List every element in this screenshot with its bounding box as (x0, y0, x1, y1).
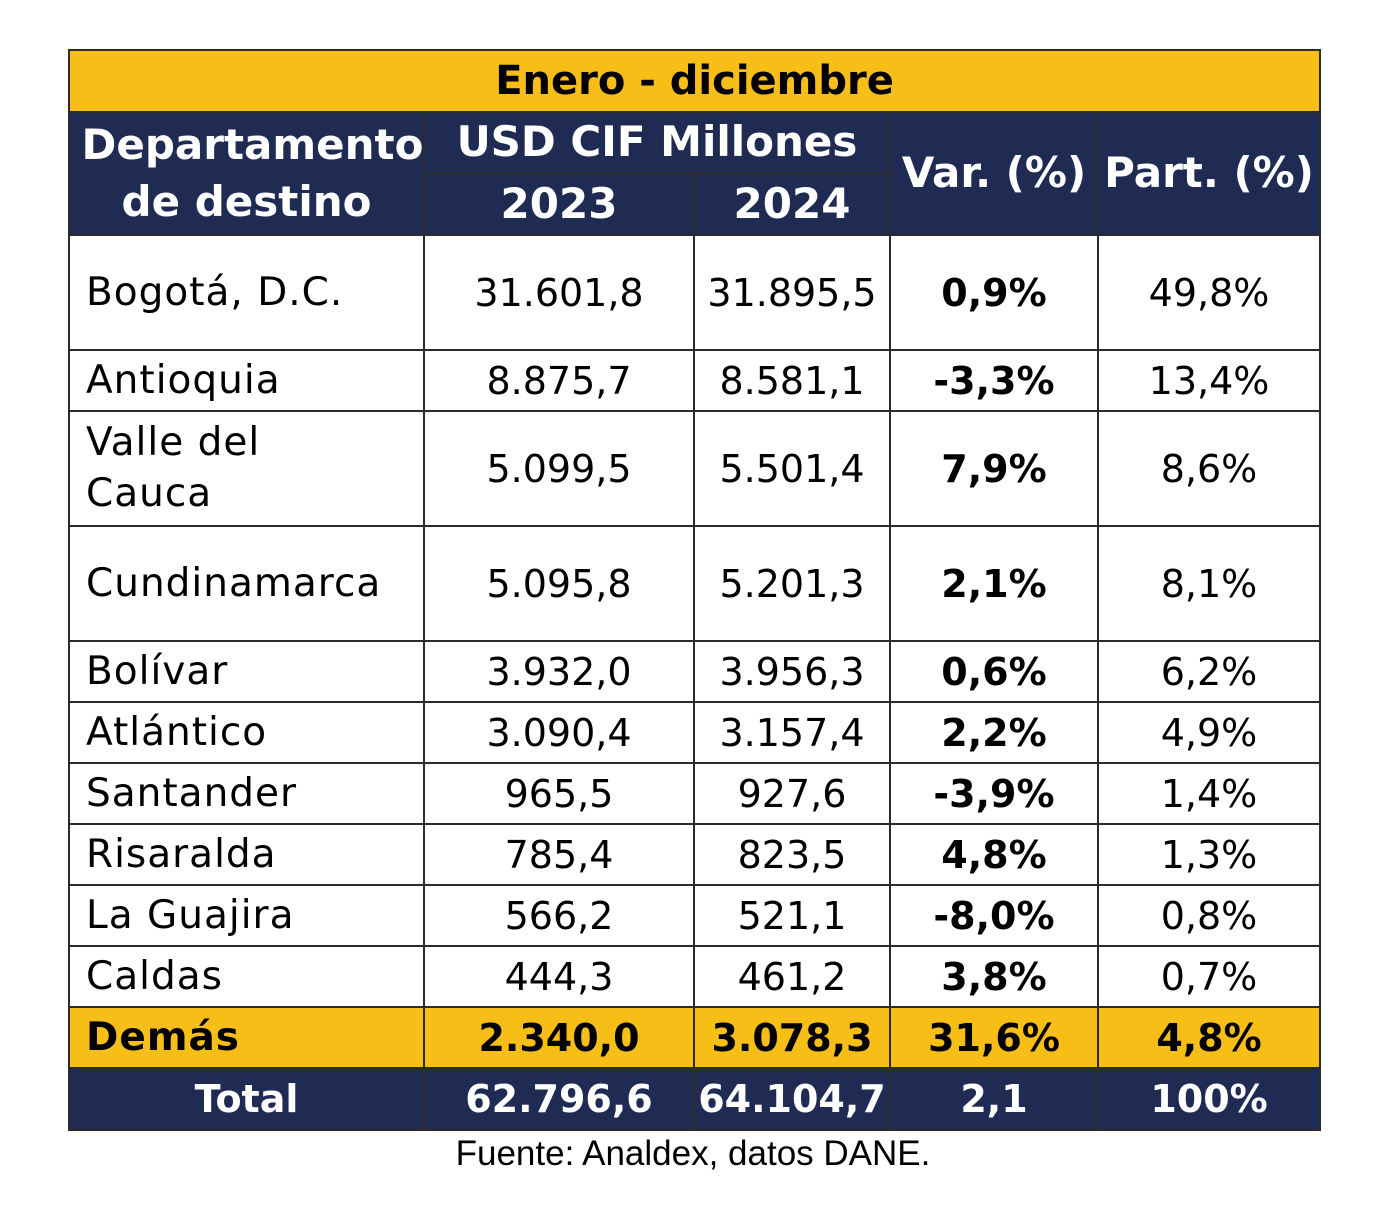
value-2023: 785,4 (423, 823, 695, 886)
share-value: 0,8% (1096, 884, 1322, 947)
table-row: Valle del Cauca 5.099,5 5.501,4 7,9% 8,6% (68, 410, 1322, 527)
header-year-2024: 2024 (693, 172, 891, 236)
header-usd-group: USD CIF Millones (423, 111, 891, 174)
total-2023: 62.796,6 (423, 1067, 695, 1131)
total-variation: 2,1 (889, 1067, 1099, 1131)
value-2024: 31.895,5 (693, 234, 891, 351)
value-2023: 31.601,8 (423, 234, 695, 351)
value-2024: 3.956,3 (693, 640, 891, 703)
header-department-label: Departamento de destino (81, 119, 424, 226)
share-value: 6,2% (1096, 640, 1322, 703)
value-2023: 3.932,0 (423, 640, 695, 703)
table-title-row: Enero - diciembre (67, 49, 1322, 113)
share-value: 1,4% (1096, 762, 1322, 825)
share-value: 1,3% (1096, 823, 1322, 886)
value-2024: 5.501,4 (693, 410, 891, 527)
department-name: La Guajira (68, 884, 425, 947)
department-name: Cundinamarca (68, 525, 425, 642)
department-name: Antioquia (68, 349, 425, 412)
table-row: Bolívar 3.932,0 3.956,3 0,6% 6,2% (68, 640, 1322, 703)
variation-value: 0,6% (889, 640, 1099, 703)
header-department: Departamento de destino (68, 111, 425, 236)
department-name: Atlántico (68, 701, 425, 764)
others-2023: 2.340,0 (423, 1006, 695, 1069)
table-row: La Guajira 566,2 521,1 -8,0% 0,8% (68, 884, 1322, 947)
variation-value: 2,1% (889, 525, 1099, 642)
table-row: Antioquia 8.875,7 8.581,1 -3,3% 13,4% (68, 349, 1322, 412)
table-row: Santander 965,5 927,6 -3,9% 1,4% (68, 762, 1322, 825)
total-row: Total 62.796,6 64.104,7 2,1 100% (68, 1067, 1322, 1131)
value-2023: 566,2 (423, 884, 695, 947)
value-2023: 444,3 (423, 945, 695, 1008)
value-2023: 8.875,7 (423, 349, 695, 412)
others-2024: 3.078,3 (693, 1006, 891, 1069)
share-value: 8,6% (1096, 410, 1322, 527)
value-2023: 5.095,8 (423, 525, 695, 642)
variation-value: -3,9% (889, 762, 1099, 825)
variation-value: 3,8% (889, 945, 1099, 1008)
value-2024: 823,5 (693, 823, 891, 886)
variation-value: 0,9% (889, 234, 1099, 351)
table-row: Cundinamarca 5.095,8 5.201,3 2,1% 8,1% (68, 525, 1322, 642)
table-row: Atlántico 3.090,4 3.157,4 2,2% 4,9% (68, 701, 1322, 764)
header-share: Part. (%) (1096, 111, 1322, 236)
variation-value: -8,0% (889, 884, 1099, 947)
table-title: Enero - diciembre (67, 49, 1322, 113)
total-share: 100% (1096, 1067, 1322, 1131)
value-2024: 3.157,4 (693, 701, 891, 764)
share-value: 49,8% (1096, 234, 1322, 351)
variation-value: 2,2% (889, 701, 1099, 764)
header-row-bottom: 2023 2024 (69, 172, 1320, 236)
header-row-top: Departamento de destino USD CIF Millones… (68, 111, 1322, 236)
share-value: 13,4% (1096, 349, 1322, 412)
department-name: Santander (68, 762, 425, 825)
header-year-2023: 2023 (423, 172, 695, 236)
share-value: 4,9% (1096, 701, 1322, 764)
others-name: Demás (68, 1006, 425, 1069)
variation-value: 7,9% (889, 410, 1099, 527)
others-share: 4,8% (1096, 1006, 1322, 1069)
value-2024: 521,1 (693, 884, 891, 947)
variation-value: 4,8% (889, 823, 1099, 886)
table-row: Bogotá, D.C. 31.601,8 31.895,5 0,9% 49,8% (68, 234, 1322, 351)
share-value: 8,1% (1096, 525, 1322, 642)
exports-table: Enero - diciembre Departamento de destin… (67, 49, 1322, 1131)
total-name: Total (68, 1067, 425, 1131)
total-2024: 64.104,7 (693, 1067, 891, 1131)
department-name: Bogotá, D.C. (68, 234, 425, 351)
value-2024: 8.581,1 (693, 349, 891, 412)
value-2023: 3.090,4 (423, 701, 695, 764)
value-2024: 5.201,3 (693, 525, 891, 642)
header-variation: Var. (%) (889, 111, 1099, 236)
department-name: Bolívar (68, 640, 425, 703)
table-row: Caldas 444,3 461,2 3,8% 0,7% (68, 945, 1322, 1008)
value-2024: 927,6 (693, 762, 891, 825)
variation-value: -3,3% (889, 349, 1099, 412)
department-name: Caldas (68, 945, 425, 1008)
table-body: Bogotá, D.C. 31.601,8 31.895,5 0,9% 49,8% Ant… (68, 234, 1322, 1008)
share-value: 0,7% (1096, 945, 1322, 1008)
department-name: Valle del Cauca (68, 410, 425, 527)
others-row: Demás 2.340,0 3.078,3 31,6% 4,8% (68, 1006, 1322, 1069)
value-2024: 461,2 (693, 945, 891, 1008)
table-row: Risaralda 785,4 823,5 4,8% 1,3% (68, 823, 1322, 886)
source-note: Fuente: Analdex, datos DANE. (455, 1134, 931, 1173)
value-2023: 965,5 (423, 762, 695, 825)
department-name: Risaralda (68, 823, 425, 886)
others-variation: 31,6% (889, 1006, 1099, 1069)
value-2023: 5.099,5 (423, 410, 695, 527)
